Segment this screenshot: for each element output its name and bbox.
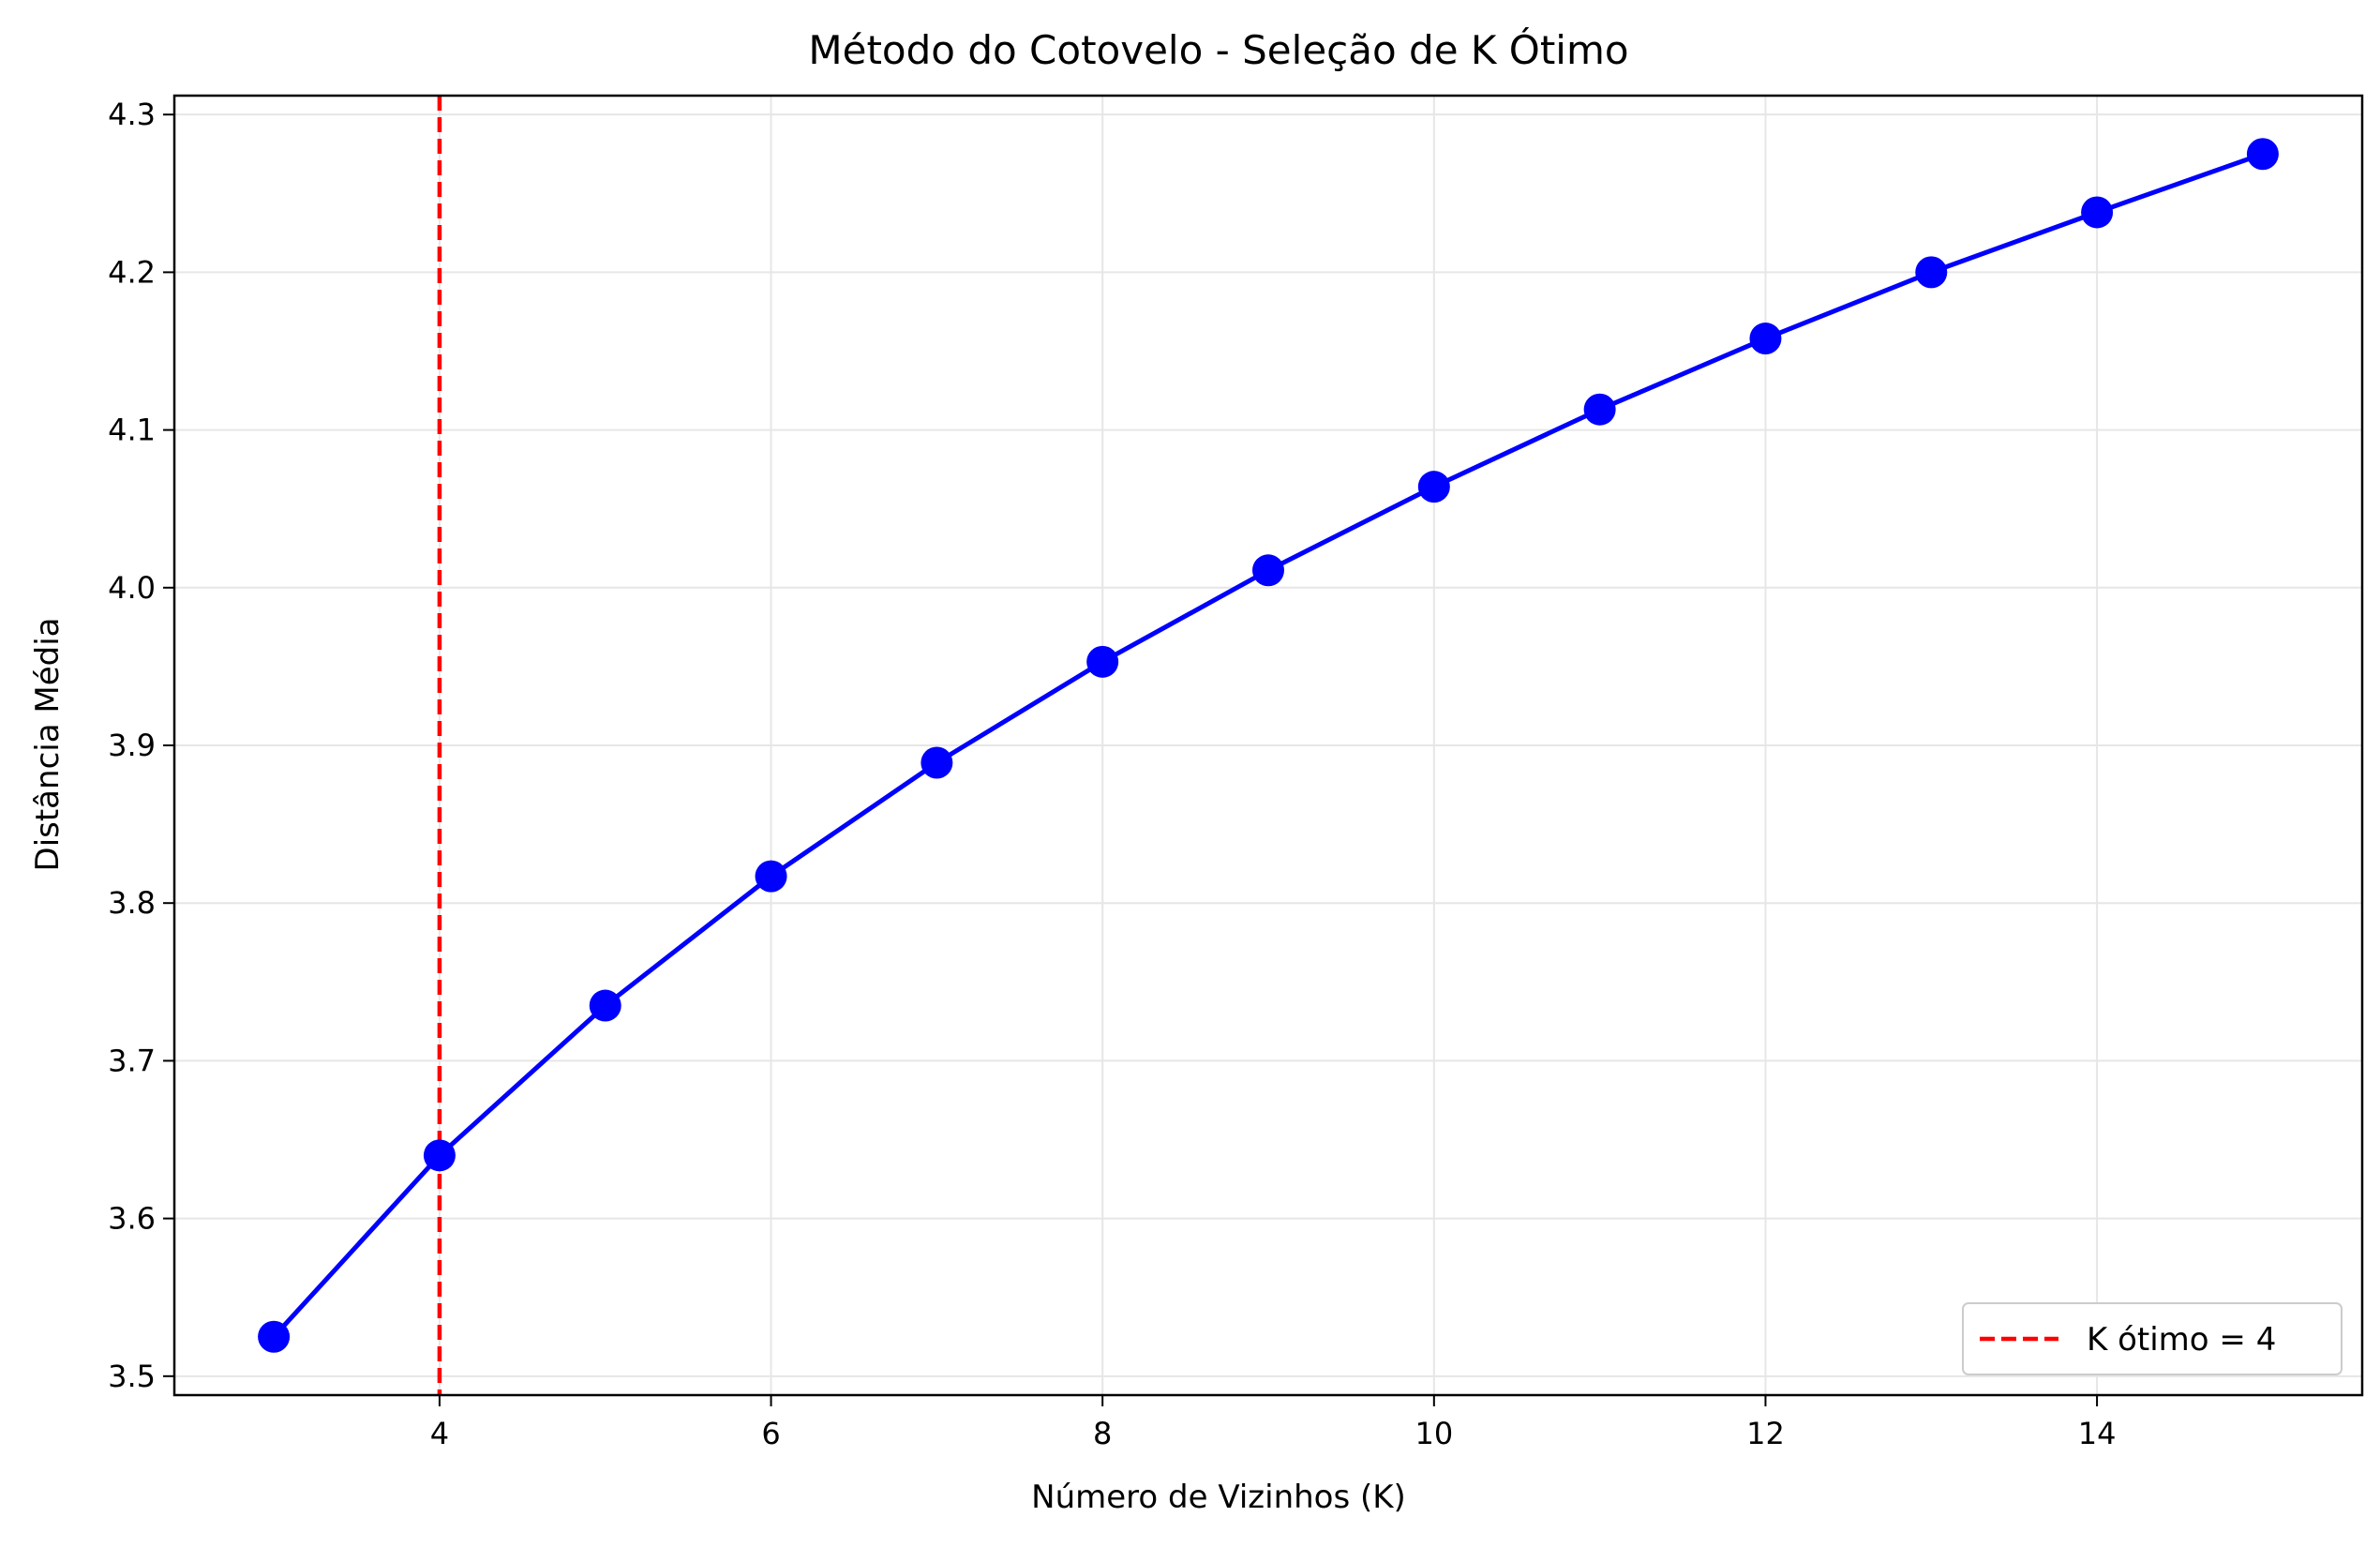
x-tick-label: 6	[761, 1416, 780, 1451]
grid-layer	[174, 96, 2362, 1395]
data-point	[1583, 393, 1616, 426]
data-point	[423, 1139, 456, 1172]
y-tick-label: 3.5	[108, 1359, 156, 1394]
y-tick-label: 4.3	[108, 97, 156, 132]
y-tick-label: 3.9	[108, 728, 156, 763]
x-tick-label: 14	[2078, 1416, 2117, 1451]
x-tick-label: 4	[430, 1416, 449, 1451]
y-tick-label: 3.6	[108, 1201, 156, 1237]
data-point	[1915, 256, 1948, 289]
ticks-layer: 4 6 8 10 12 14 3.5 3.6 3.7 3.8 3.9 4.0 4.1 4.2 4.3	[108, 97, 2116, 1451]
data-point	[755, 860, 787, 893]
data-point	[589, 989, 621, 1022]
legend-box	[1962, 1302, 2343, 1375]
y-tick-label: 4.2	[108, 254, 156, 290]
data-point	[1252, 554, 1284, 587]
y-axis-label: Distância Média	[29, 618, 67, 872]
data-point	[2081, 196, 2114, 229]
x-tick-label: 8	[1093, 1416, 1112, 1451]
data-point	[2246, 138, 2279, 171]
data-point	[921, 746, 953, 779]
x-axis-label: Número de Vizinhos (K)	[1031, 1479, 1406, 1516]
y-tick-label: 4.0	[108, 570, 156, 606]
legend: K ótimo = 4	[1962, 1302, 2343, 1375]
data-point	[258, 1320, 291, 1353]
series-layer	[258, 96, 2279, 1395]
chart-title: Método do Cotovelo - Seleção de K Ótimo	[808, 26, 1628, 73]
y-tick-label: 3.8	[108, 885, 156, 921]
data-point	[1749, 323, 1782, 355]
y-tick-label: 3.7	[108, 1043, 156, 1078]
x-tick-label: 10	[1415, 1416, 1453, 1451]
data-point	[1086, 645, 1119, 678]
y-tick-label: 4.1	[108, 413, 156, 448]
legend-label-reference-line: K ótimo = 4	[2087, 1321, 2276, 1359]
data-point	[1417, 471, 1450, 503]
x-tick-label: 12	[1746, 1416, 1785, 1451]
